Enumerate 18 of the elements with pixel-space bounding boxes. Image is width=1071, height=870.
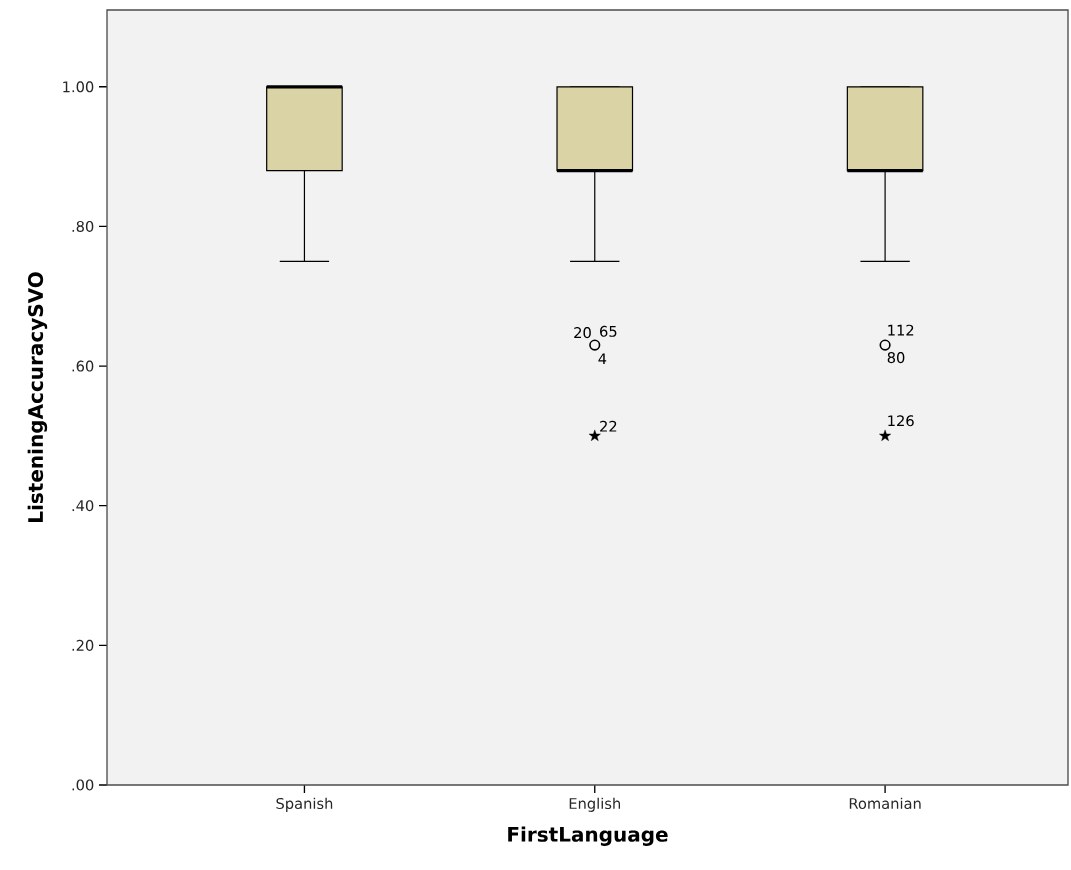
y-tick-label: .60 bbox=[72, 360, 94, 372]
y-tick-label: .00 bbox=[72, 779, 94, 791]
x-tick-label: Romanian bbox=[849, 797, 921, 810]
y-tick-label: .20 bbox=[72, 639, 94, 651]
annotation: 22 bbox=[600, 420, 617, 432]
x-axis-title: FirstLanguage bbox=[508, 826, 668, 846]
y-tick-label: .40 bbox=[72, 500, 94, 512]
x-tick-label: English bbox=[569, 797, 621, 812]
annotation: 112 bbox=[888, 324, 914, 336]
annotation: 65 bbox=[600, 325, 617, 337]
annotation: 126 bbox=[888, 415, 914, 427]
annotation: 20 bbox=[574, 327, 591, 339]
x-tick-label: Spanish bbox=[276, 797, 333, 812]
y-axis-title: ListeningAccuracySVO bbox=[27, 272, 48, 522]
annotation: 4 bbox=[598, 353, 607, 365]
y-tick-label: 1.00 bbox=[63, 81, 94, 93]
annotation: 80 bbox=[887, 352, 905, 364]
y-tick-label: .80 bbox=[72, 220, 94, 232]
